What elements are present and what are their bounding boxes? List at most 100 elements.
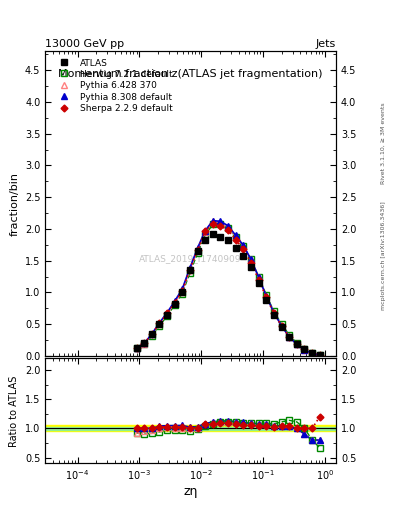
Pythia 8.308 default bbox=[203, 228, 208, 234]
Pythia 8.308 default bbox=[210, 218, 215, 224]
Sherpa 2.2.9 default bbox=[272, 310, 276, 316]
Pythia 8.308 default bbox=[142, 340, 147, 346]
Pythia 8.308 default bbox=[218, 218, 223, 224]
Pythia 6.428 370 bbox=[302, 347, 307, 353]
Herwig 7.2.1 default bbox=[195, 250, 200, 256]
Pythia 6.428 370 bbox=[256, 274, 261, 280]
Y-axis label: Ratio to ATLAS: Ratio to ATLAS bbox=[9, 375, 19, 446]
Pythia 6.428 370 bbox=[187, 267, 192, 273]
Pythia 6.428 370 bbox=[241, 243, 246, 249]
Sherpa 2.2.9 default bbox=[256, 276, 261, 283]
Herwig 7.2.1 default bbox=[256, 273, 261, 280]
Herwig 7.2.1 default bbox=[180, 291, 185, 297]
Pythia 8.308 default bbox=[233, 232, 238, 238]
Herwig 7.2.1 default bbox=[264, 292, 269, 298]
ATLAS bbox=[256, 280, 261, 286]
Pythia 8.308 default bbox=[241, 242, 246, 248]
ATLAS bbox=[142, 340, 147, 346]
Sherpa 2.2.9 default bbox=[264, 294, 269, 301]
Pythia 8.308 default bbox=[256, 274, 261, 280]
ATLAS bbox=[226, 237, 230, 243]
Pythia 6.428 370 bbox=[226, 224, 230, 230]
Pythia 6.428 370 bbox=[172, 300, 177, 306]
Pythia 6.428 370 bbox=[233, 233, 238, 240]
Pythia 8.308 default bbox=[157, 320, 162, 326]
Herwig 7.2.1 default bbox=[157, 323, 162, 329]
Pythia 6.428 370 bbox=[195, 247, 200, 253]
Pythia 8.308 default bbox=[294, 342, 299, 348]
Pythia 8.308 default bbox=[226, 223, 230, 229]
ATLAS bbox=[294, 342, 299, 348]
Pythia 6.428 370 bbox=[218, 220, 223, 226]
Herwig 7.2.1 default bbox=[218, 221, 223, 227]
ATLAS bbox=[310, 350, 314, 356]
Pythia 6.428 370 bbox=[310, 350, 314, 356]
Pythia 6.428 370 bbox=[279, 323, 284, 329]
ATLAS bbox=[233, 245, 238, 251]
Herwig 7.2.1 default bbox=[233, 233, 238, 240]
Text: 13000 GeV pp: 13000 GeV pp bbox=[45, 38, 124, 49]
Pythia 8.308 default bbox=[287, 334, 292, 340]
Sherpa 2.2.9 default bbox=[233, 237, 238, 243]
Sherpa 2.2.9 default bbox=[249, 260, 253, 266]
ATLAS bbox=[302, 347, 307, 353]
Pythia 6.428 370 bbox=[203, 229, 208, 235]
Sherpa 2.2.9 default bbox=[294, 342, 299, 348]
Sherpa 2.2.9 default bbox=[203, 228, 208, 234]
Line: Herwig 7.2.1 default: Herwig 7.2.1 default bbox=[134, 221, 323, 358]
Pythia 8.308 default bbox=[264, 293, 269, 299]
Herwig 7.2.1 default bbox=[165, 313, 169, 319]
ATLAS bbox=[172, 301, 177, 307]
Pythia 6.428 370 bbox=[272, 310, 276, 316]
Y-axis label: fraction/bin: fraction/bin bbox=[9, 172, 19, 236]
Herwig 7.2.1 default bbox=[241, 243, 246, 249]
ATLAS bbox=[165, 311, 169, 317]
Line: Pythia 6.428 370: Pythia 6.428 370 bbox=[134, 219, 323, 358]
Pythia 6.428 370 bbox=[142, 340, 147, 347]
ATLAS bbox=[287, 334, 292, 340]
Sherpa 2.2.9 default bbox=[226, 227, 230, 233]
Pythia 8.308 default bbox=[150, 331, 154, 337]
Pythia 8.308 default bbox=[302, 347, 307, 353]
Pythia 6.428 370 bbox=[210, 218, 215, 224]
ATLAS bbox=[180, 289, 185, 295]
ATLAS bbox=[279, 324, 284, 330]
Pythia 8.308 default bbox=[134, 345, 139, 351]
Pythia 8.308 default bbox=[279, 323, 284, 329]
Sherpa 2.2.9 default bbox=[195, 247, 200, 253]
Bar bbox=[45, 425, 336, 431]
Herwig 7.2.1 default bbox=[287, 332, 292, 338]
ATLAS bbox=[187, 267, 192, 273]
Herwig 7.2.1 default bbox=[302, 347, 307, 353]
Pythia 8.308 default bbox=[187, 265, 192, 271]
Pythia 6.428 370 bbox=[134, 345, 139, 351]
Pythia 8.308 default bbox=[172, 298, 177, 304]
Pythia 8.308 default bbox=[318, 352, 322, 358]
ATLAS bbox=[249, 264, 253, 270]
Herwig 7.2.1 default bbox=[310, 350, 314, 356]
ATLAS bbox=[203, 237, 208, 243]
Bar bbox=[45, 427, 336, 430]
Sherpa 2.2.9 default bbox=[302, 347, 307, 353]
Herwig 7.2.1 default bbox=[210, 221, 215, 227]
Sherpa 2.2.9 default bbox=[165, 310, 169, 316]
ATLAS bbox=[318, 352, 322, 358]
Sherpa 2.2.9 default bbox=[210, 221, 215, 227]
Sherpa 2.2.9 default bbox=[279, 323, 284, 329]
Sherpa 2.2.9 default bbox=[134, 345, 139, 351]
ATLAS bbox=[195, 248, 200, 254]
Legend: ATLAS, Herwig 7.2.1 default, Pythia 6.428 370, Pythia 8.308 default, Sherpa 2.2.: ATLAS, Herwig 7.2.1 default, Pythia 6.42… bbox=[50, 56, 175, 116]
Pythia 8.308 default bbox=[195, 245, 200, 251]
Herwig 7.2.1 default bbox=[172, 302, 177, 308]
Sherpa 2.2.9 default bbox=[180, 288, 185, 294]
Pythia 6.428 370 bbox=[294, 342, 299, 348]
Herwig 7.2.1 default bbox=[318, 352, 322, 358]
Sherpa 2.2.9 default bbox=[157, 321, 162, 327]
Text: Jets: Jets bbox=[316, 38, 336, 49]
Line: ATLAS: ATLAS bbox=[134, 231, 323, 358]
ATLAS bbox=[272, 311, 276, 317]
Text: Rivet 3.1.10, ≥ 3M events: Rivet 3.1.10, ≥ 3M events bbox=[381, 102, 386, 184]
Sherpa 2.2.9 default bbox=[150, 331, 154, 337]
Sherpa 2.2.9 default bbox=[310, 350, 314, 356]
Pythia 8.308 default bbox=[272, 310, 276, 316]
